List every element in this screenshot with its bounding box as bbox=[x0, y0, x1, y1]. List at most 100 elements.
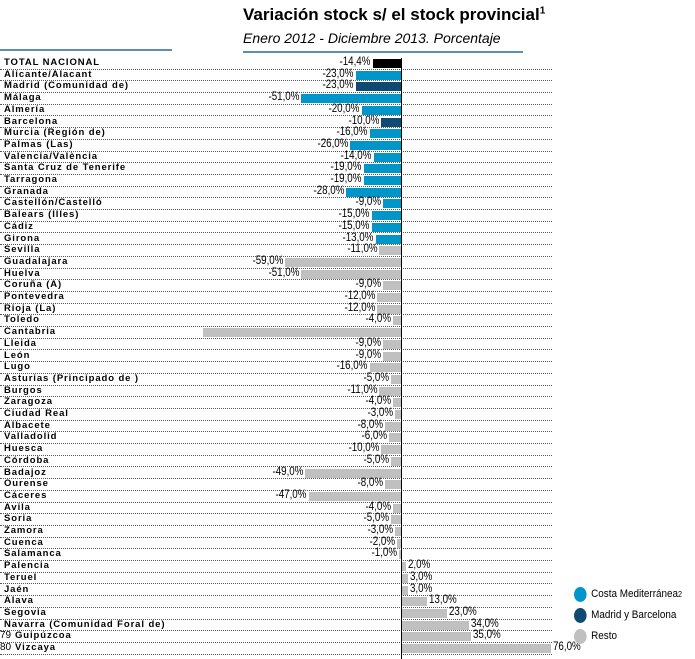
category-label: Madrid (Comunidad de) bbox=[4, 80, 129, 92]
category-label: Palencia bbox=[4, 560, 50, 572]
category-label: Zaragoza bbox=[4, 396, 53, 408]
value-label: -3,0% bbox=[367, 407, 394, 419]
bar-row: Asturias (Principado de ) -5,0% bbox=[0, 372, 552, 386]
value-label: -13,0% bbox=[342, 231, 374, 244]
value-label: -15,0% bbox=[338, 208, 370, 221]
bar-row: Lleida -9,0% bbox=[0, 337, 552, 351]
bar-row: Zaragoza -4,0% bbox=[0, 396, 552, 409]
category-label: Tarragona bbox=[4, 174, 58, 185]
bar bbox=[393, 398, 401, 408]
bar bbox=[379, 246, 401, 256]
bar bbox=[361, 105, 401, 115]
value-label: 23,0% bbox=[449, 605, 477, 618]
bar-row: Burgos -11,0% bbox=[0, 384, 552, 398]
legend-item: Madrid y Barcelona bbox=[574, 605, 682, 626]
bar-row: Palmas (Las) -26,0% bbox=[0, 137, 552, 152]
bar bbox=[371, 211, 401, 221]
bar-row: León -9,0% bbox=[0, 349, 552, 363]
value-label: -10,0% bbox=[348, 442, 380, 455]
bar-row: Granada -28,0% bbox=[0, 185, 552, 199]
value-label: -47,0% bbox=[275, 488, 307, 501]
value-label: -20,0% bbox=[328, 102, 360, 115]
bar bbox=[363, 164, 401, 174]
bar bbox=[402, 562, 406, 572]
category-label: Valladolid bbox=[4, 431, 58, 443]
bar-row: Alicante/Alacant -23,0% bbox=[0, 67, 552, 82]
category-label: Coruña (A) bbox=[4, 279, 63, 291]
value-label: 2,0% bbox=[407, 559, 431, 572]
value-label: -23,0% bbox=[322, 67, 354, 80]
bar-row: Coruña (A) -9,0% bbox=[0, 279, 552, 292]
value-label: 35,0% bbox=[472, 629, 501, 642]
bar bbox=[402, 632, 471, 642]
bar-row: Guipúzcoa 35,0% bbox=[0, 630, 552, 643]
bar bbox=[377, 293, 401, 302]
bar-row: Cáceres -47,0% bbox=[0, 488, 552, 503]
bar bbox=[383, 339, 401, 349]
category-label: Toledo bbox=[4, 314, 40, 326]
bar-row: Cádiz -15,0% bbox=[0, 219, 552, 234]
bar bbox=[395, 410, 401, 419]
bar bbox=[381, 445, 401, 455]
category-label: Avila bbox=[4, 501, 31, 513]
category-label: Huelva bbox=[4, 267, 41, 279]
bar bbox=[391, 515, 401, 525]
value-label: -4,0% bbox=[365, 395, 392, 408]
chart-subtitle: Enero 2012 - Diciembre 2013. Porcentaje bbox=[243, 30, 501, 46]
value-label: -59,0% bbox=[252, 254, 284, 267]
bar bbox=[393, 503, 401, 513]
bar bbox=[350, 140, 401, 150]
value-label: -9,0% bbox=[355, 278, 382, 291]
category-label: Barcelona bbox=[4, 115, 59, 127]
value-label: -26,0% bbox=[317, 137, 349, 150]
bar-row: Murcia (Región de) -16,0% bbox=[0, 126, 552, 140]
category-label: Guipúzcoa bbox=[15, 630, 72, 642]
value-label: -2,0% bbox=[369, 535, 396, 548]
value-label: 76,0% bbox=[552, 641, 581, 653]
value-label: -23,0% bbox=[322, 79, 354, 92]
bar bbox=[346, 187, 401, 197]
value-label: -16,0% bbox=[336, 360, 368, 373]
value-label: -15,0% bbox=[338, 219, 370, 232]
bar-row: TOTAL NACIONAL -14,4% bbox=[0, 56, 552, 70]
bar-row: Avila -4,0% bbox=[0, 501, 552, 515]
stray-label: 79 bbox=[0, 630, 12, 641]
bar bbox=[391, 374, 401, 384]
bar-row: Vizcaya 76,0% bbox=[0, 641, 581, 655]
legend-swatch bbox=[574, 608, 587, 623]
value-label: -1,0% bbox=[371, 547, 398, 560]
legend-label: Resto bbox=[591, 630, 617, 642]
value-label: 13,0% bbox=[429, 594, 458, 607]
bar-row: Cuenca -2,0% bbox=[0, 535, 552, 550]
zero-axis bbox=[401, 58, 402, 659]
bar-row: Córdoba -5,0% bbox=[0, 454, 552, 468]
left-rule bbox=[0, 49, 172, 51]
category-label: Cantabria bbox=[4, 326, 56, 338]
category-label: Asturias (Principado de ) bbox=[4, 372, 139, 384]
bar bbox=[372, 59, 401, 68]
bar-row: Almería -20,0% bbox=[0, 102, 552, 117]
bar bbox=[385, 480, 401, 490]
bar bbox=[385, 421, 401, 431]
bar-row: Jaén 3,0% bbox=[0, 583, 552, 597]
bar bbox=[355, 70, 401, 80]
bar-row: Teruel 3,0% bbox=[0, 571, 552, 585]
bar-row: Pontevedra -12,0% bbox=[0, 290, 552, 304]
category-label: Ciudad Real bbox=[4, 408, 69, 419]
bar-row: Guadalajara -59,0% bbox=[0, 254, 552, 269]
category-label: Vizcaya bbox=[15, 642, 56, 653]
category-label: Castellón/Castelló bbox=[4, 197, 103, 209]
legend-item: Costa Mediterránea 2 bbox=[574, 584, 682, 605]
category-label: Navarra (Comunidad Foral de) bbox=[4, 618, 166, 630]
bar-row: Balears (Illes) -15,0% bbox=[0, 208, 552, 222]
category-label: Badajoz bbox=[4, 466, 47, 478]
bar bbox=[369, 129, 401, 139]
bar-row: Madrid (Comunidad de) -23,0% bbox=[0, 79, 552, 94]
category-label: Teruel bbox=[4, 571, 38, 583]
bar bbox=[363, 176, 401, 185]
bar bbox=[308, 491, 401, 501]
bar bbox=[397, 538, 401, 548]
bar-row: Palencia 2,0% bbox=[0, 559, 552, 573]
category-label: Murcia (Región de) bbox=[4, 127, 106, 139]
